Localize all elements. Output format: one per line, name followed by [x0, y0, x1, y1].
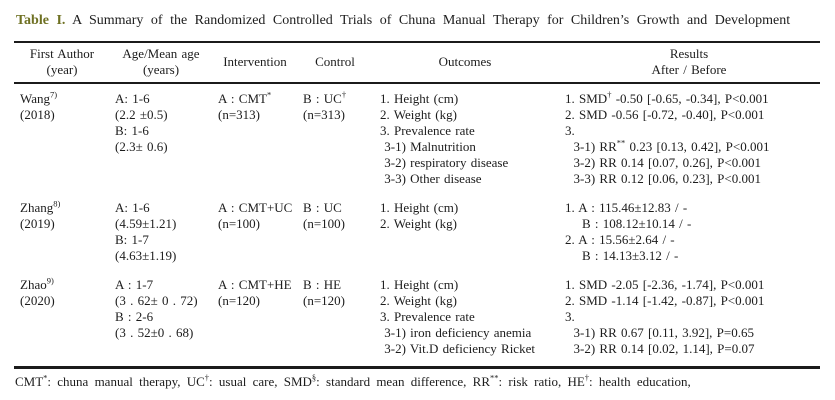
cell-outcomes: 1. Height (cm) 2. Weight (kg) — [380, 200, 459, 231]
cell-outcomes: 1. Height (cm) 2. Weight (kg) 3. Prevalenc… — [372, 270, 558, 369]
col-header-intervention: Intervention — [212, 41, 298, 84]
page: Table I. A Summary of the Randomized Con… — [14, 12, 820, 389]
table-title-text: A Summary of the Randomized Controlled T… — [72, 13, 791, 28]
cell-intervention: A : CMT* (n=313) — [218, 89, 272, 122]
cell-author: Zhang8) (2019) — [20, 198, 61, 231]
header-row: First Author (year) Age/Mean age (years) I… — [14, 41, 820, 84]
footnote: CMT*: chuna manual therapy, UC†: usual c… — [15, 372, 691, 389]
cell-age: A : 1-7 (3 . 62± 0 . 72) B : 2-6 (3 . 52±0 … — [110, 270, 212, 369]
cell-control: B : HE (n=120) — [298, 270, 372, 369]
cell-control: B : UC† (n=313) — [303, 89, 347, 122]
table-title: Table I. A Summary of the Randomized Con… — [16, 12, 820, 29]
table-title-label: Table I. — [16, 13, 66, 28]
cell-control: B : UC (n=100) — [303, 200, 345, 231]
col-header-outcomes: Outcomes — [372, 41, 558, 84]
cell-results: 1. A : 115.46±12.83 / - B : 108.12±10.14… — [565, 200, 692, 263]
table-row: Zhao9) (2020) A : 1-7 (3 . 62± 0 . 72) B : 2… — [14, 270, 820, 369]
cell-results: 1. SMD† -0.50 [-0.65, -0.34], P<0.001 2. … — [565, 89, 770, 186]
table-row: Zhang8) (2019) A: 1-6 (4.59±1.21) B: 1-7 (4.6… — [14, 193, 820, 270]
table-row: Wang7) (2018) A: 1-6 (2.2 ±0.5) B: 1-6 (2.3± … — [14, 83, 820, 193]
cell-intervention: A : CMT+HE (n=120) — [212, 270, 298, 369]
cell-outcomes: 1. Height (cm) 2. Weight (kg) 3. Prevalenc… — [380, 91, 509, 186]
col-header-age: Age/Mean age (years) — [110, 41, 212, 84]
col-header-results: Results After / Before — [558, 41, 820, 84]
table-body: Wang7) (2018) A: 1-6 (2.2 ±0.5) B: 1-6 (2.3± … — [14, 83, 820, 369]
cell-intervention: A : CMT+UC (n=100) — [218, 200, 293, 231]
cell-author: Zhao9) (2020) — [14, 270, 110, 369]
col-header-control: Control — [298, 41, 372, 84]
table-header: First Author (year) Age/Mean age (years) I… — [14, 41, 820, 84]
cell-author: Wang7) (2018) — [20, 89, 58, 122]
cell-results: 1. SMD -2.05 [-2.36, -1.74], P<0.001 2. S… — [558, 270, 820, 369]
col-header-first-author: First Author (year) — [14, 41, 110, 84]
cell-age: A: 1-6 (2.2 ±0.5) B: 1-6 (2.3± 0.6) — [115, 91, 168, 154]
summary-table: First Author (year) Age/Mean age (years) I… — [14, 41, 820, 369]
cell-age: A: 1-6 (4.59±1.21) B: 1-7 (4.63±1.19) — [115, 200, 177, 263]
